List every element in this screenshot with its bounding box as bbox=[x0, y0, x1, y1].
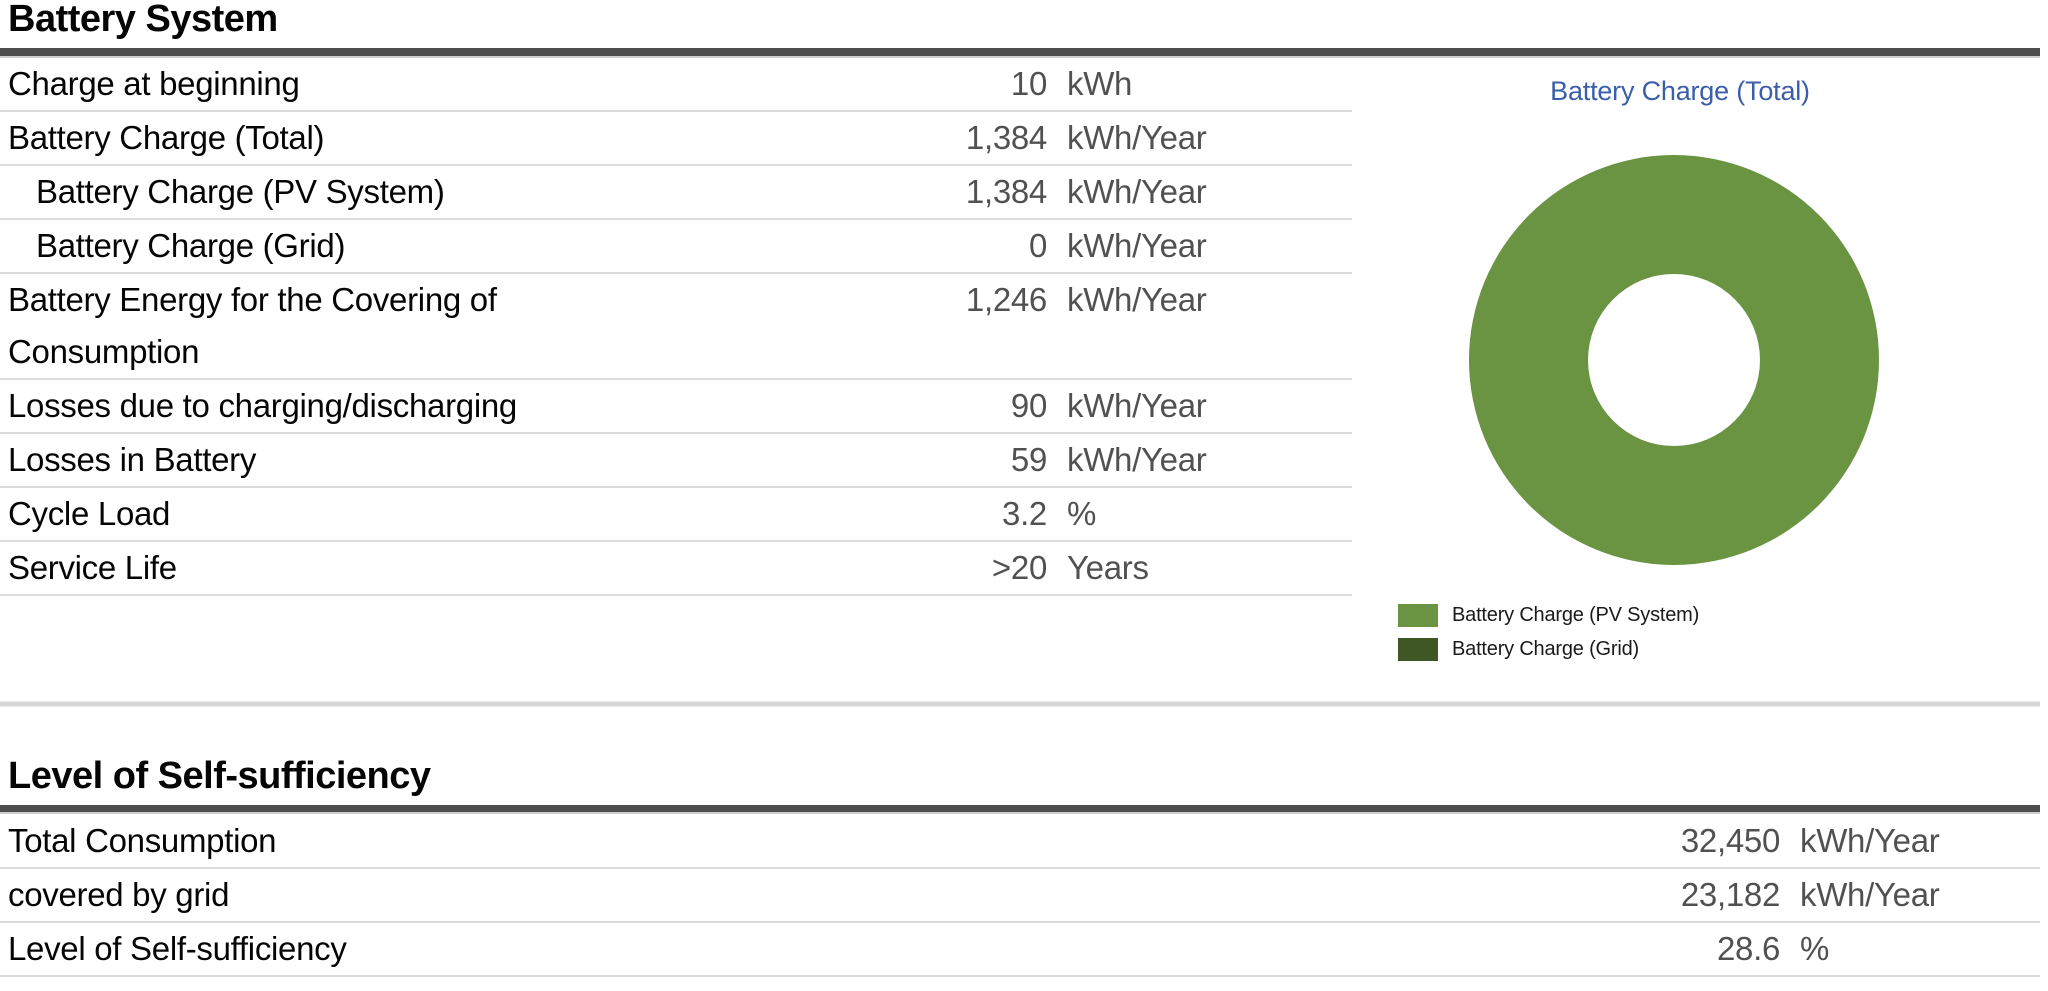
legend-label: Battery Charge (Grid) bbox=[1452, 638, 1639, 660]
table-row: Battery Charge (Grid) 0 kWh/Year bbox=[0, 220, 1352, 274]
table-row: Cycle Load 3.2% bbox=[0, 488, 1352, 542]
row-unit: kWh/Year bbox=[1067, 281, 1207, 318]
section-rule bbox=[0, 805, 2040, 814]
row-unit: Years bbox=[1067, 549, 1149, 586]
row-label: Battery Charge (Total) bbox=[8, 119, 325, 156]
row-unit: kWh/Year bbox=[1067, 173, 1207, 210]
table-row: Service Life >20 Years bbox=[0, 542, 1352, 596]
section-rule bbox=[0, 48, 2040, 58]
row-unit: kWh/Year bbox=[1800, 822, 1940, 859]
row-value: 3.2 bbox=[1002, 495, 1047, 532]
row-label: Total Consumption bbox=[8, 822, 277, 859]
chart-legend: Battery Charge (PV System) Battery Charge… bbox=[1398, 604, 1699, 672]
row-value: 28.6 bbox=[1716, 930, 1780, 967]
legend-label: Battery Charge (PV System) bbox=[1452, 604, 1700, 626]
row-value: 1,246 bbox=[965, 281, 1047, 318]
row-unit: kWh/Year bbox=[1067, 441, 1207, 478]
row-value: 90 bbox=[1010, 387, 1047, 424]
section-separator bbox=[0, 701, 2040, 707]
legend-swatch bbox=[1398, 638, 1438, 661]
row-label: Battery Charge (Grid) bbox=[36, 227, 346, 264]
row-value: >20 bbox=[991, 549, 1047, 586]
row-unit: kWh/Year bbox=[1067, 227, 1207, 264]
battery-system-title: Battery System bbox=[8, 0, 278, 40]
row-value: 23,182 bbox=[1680, 876, 1780, 913]
row-unit: kWh/Year bbox=[1067, 119, 1207, 156]
row-label: Losses in Battery bbox=[8, 441, 257, 478]
row-value: 32,450 bbox=[1680, 822, 1780, 859]
table-row: Losses due to charging/discharging 90 kWh/… bbox=[0, 380, 1352, 434]
table-row: Battery Energy for the Covering of Consu… bbox=[0, 274, 1352, 380]
self-sufficiency-table: Total Consumption 32,450 kWh/Year covered b… bbox=[0, 815, 2040, 977]
row-value: 10 bbox=[1010, 65, 1047, 102]
row-label: Losses due to charging/discharging bbox=[8, 387, 517, 424]
table-row: Losses in Battery 59 kWh/Year bbox=[0, 434, 1352, 488]
row-unit: kWh/Year bbox=[1067, 387, 1207, 424]
legend-item: Battery Charge (Grid) bbox=[1398, 638, 1699, 661]
row-label: covered by grid bbox=[8, 876, 230, 913]
row-label: Level of Self-sufficiency bbox=[8, 930, 347, 967]
row-value: 0 bbox=[1028, 227, 1047, 264]
table-row: Total Consumption 32,450 kWh/Year bbox=[0, 815, 2040, 869]
row-unit: kWh/Year bbox=[1800, 876, 1940, 913]
table-row: Battery Charge (Total) 1,384 kWh/Year bbox=[0, 112, 1352, 166]
row-label: Service Life bbox=[8, 549, 177, 586]
row-value: 1,384 bbox=[965, 119, 1047, 156]
table-row: Charge at beginning 10 kWh bbox=[0, 58, 1352, 112]
self-sufficiency-title: Level of Self-sufficiency bbox=[8, 755, 431, 797]
row-unit: % bbox=[1067, 495, 1097, 532]
donut-hole bbox=[1588, 274, 1760, 446]
row-label: Cycle Load bbox=[8, 495, 171, 532]
legend-item: Battery Charge (PV System) bbox=[1398, 604, 1699, 627]
battery-system-table: Charge at beginning 10 kWh Battery Charge (… bbox=[0, 58, 1352, 596]
legend-swatch bbox=[1398, 604, 1438, 627]
row-label: Battery Charge (PV System) bbox=[36, 173, 445, 210]
row-unit: kWh bbox=[1067, 65, 1133, 102]
row-unit: % bbox=[1800, 930, 1830, 967]
donut-chart bbox=[1469, 155, 1879, 565]
table-row: Level of Self-sufficiency 28.6% bbox=[0, 923, 2040, 977]
chart-title: Battery Charge (Total) bbox=[1550, 76, 1810, 106]
table-row: covered by grid 23,182 kWh/Year bbox=[0, 869, 2040, 923]
row-label: Battery Energy for the Covering of Consu… bbox=[8, 281, 497, 370]
row-value: 59 bbox=[1010, 441, 1047, 478]
row-value: 1,384 bbox=[965, 173, 1047, 210]
table-row: Battery Charge (PV System) 1,384 kWh/Year bbox=[0, 166, 1352, 220]
row-label: Charge at beginning bbox=[8, 65, 300, 102]
